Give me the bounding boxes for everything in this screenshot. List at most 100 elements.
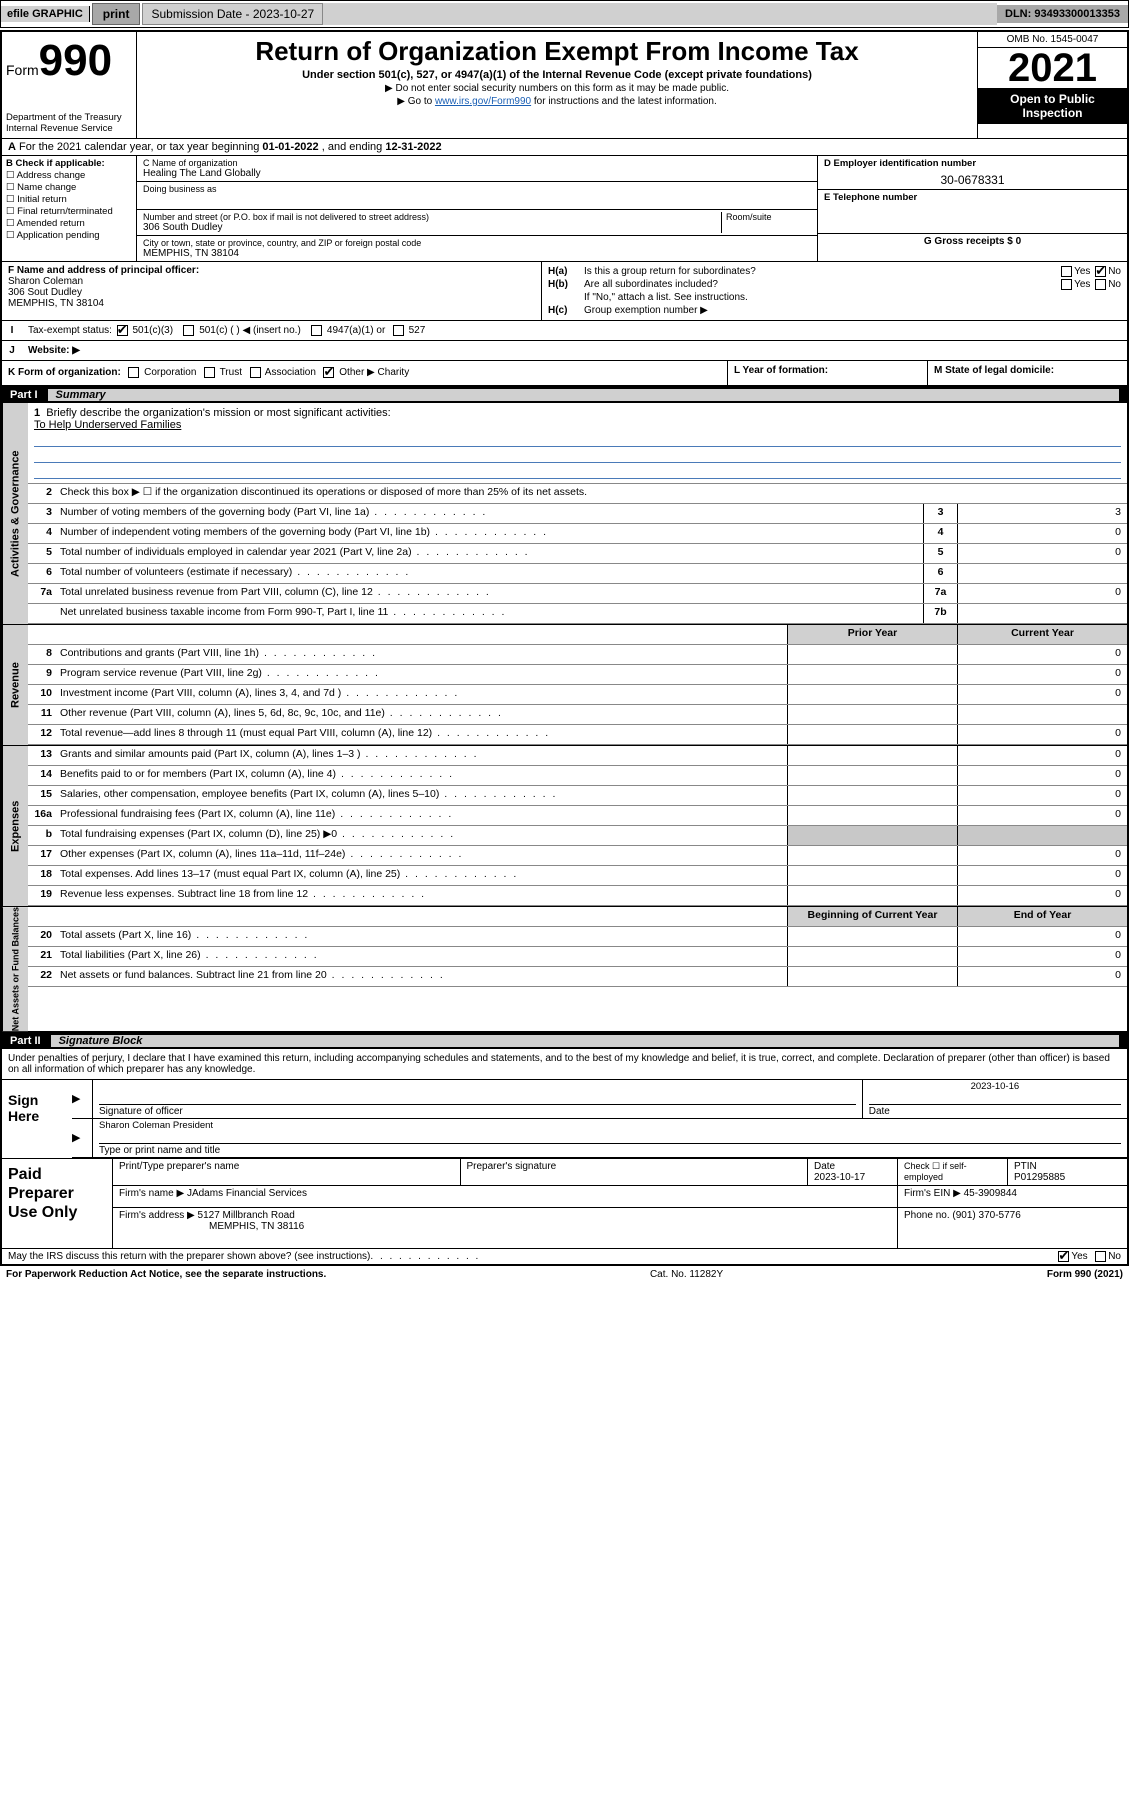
exp-row: 13Grants and similar amounts paid (Part … xyxy=(28,746,1127,766)
rev-row: 9Program service revenue (Part VIII, lin… xyxy=(28,665,1127,685)
b-opt-0: Address change xyxy=(17,170,86,181)
paid-title: Paid Preparer Use Only xyxy=(2,1159,112,1248)
chk-amended[interactable]: ☐ Amended return xyxy=(6,218,132,229)
signature-declaration: Under penalties of perjury, I declare th… xyxy=(2,1049,1127,1080)
exp-row: bTotal fundraising expenses (Part IX, co… xyxy=(28,826,1127,846)
firm-ein-lbl: Firm's EIN ▶ xyxy=(904,1188,961,1199)
hb-yes[interactable] xyxy=(1061,279,1072,290)
j-lbl: Website: ▶ xyxy=(28,345,80,356)
col-prior: Prior Year xyxy=(787,625,957,644)
rev-header: Prior Year Current Year xyxy=(28,625,1127,645)
discuss-dots xyxy=(370,1251,480,1262)
b-opt-5: Application pending xyxy=(17,230,100,241)
goto-post: for instructions and the latest informat… xyxy=(531,96,717,107)
chk-527[interactable] xyxy=(393,325,404,336)
mission-uline3 xyxy=(34,465,1121,479)
ssn-note: ▶ Do not enter social security numbers o… xyxy=(145,83,969,94)
hb-no[interactable] xyxy=(1095,279,1106,290)
chk-assoc[interactable] xyxy=(250,367,261,378)
k-opt3: Other ▶ xyxy=(339,368,374,379)
ha-no[interactable] xyxy=(1095,266,1106,277)
k-opt0: Corporation xyxy=(144,368,196,379)
m-lbl: M State of legal domicile: xyxy=(934,365,1054,376)
discuss-yes[interactable] xyxy=(1058,1251,1069,1262)
chk-trust[interactable] xyxy=(204,367,215,378)
print-button[interactable]: print xyxy=(92,3,141,25)
chk-app-pending[interactable]: ☐ Application pending xyxy=(6,230,132,241)
ptin-val: P01295885 xyxy=(1014,1172,1065,1183)
discuss-no[interactable] xyxy=(1095,1251,1106,1262)
i-lbl: Tax-exempt status: xyxy=(28,325,112,336)
hb-text: Are all subordinates included? xyxy=(584,279,718,290)
form-990-number: 990 xyxy=(39,36,112,85)
discuss-yesno: Yes No xyxy=(1056,1251,1121,1262)
chk-initial-return[interactable]: ☐ Initial return xyxy=(6,194,132,205)
chk-address-change[interactable]: ☐ Address change xyxy=(6,170,132,181)
c-street-lbl: Number and street (or P.O. box if mail i… xyxy=(143,212,721,222)
row-klm: K Form of organization: Corporation Trus… xyxy=(2,361,1127,386)
top-toolbar: efile GRAPHIC print Submission Date - 20… xyxy=(0,0,1129,28)
gov-row: 7aTotal unrelated business revenue from … xyxy=(28,584,1127,604)
section-b: B Check if applicable: ☐ Address change … xyxy=(2,156,137,261)
efile-label: efile GRAPHIC xyxy=(1,6,90,22)
chk-other[interactable] xyxy=(323,367,334,378)
form-number: Form990 xyxy=(6,36,132,86)
cat-no: Cat. No. 11282Y xyxy=(326,1269,1047,1280)
prep-date-lbl: Date xyxy=(814,1161,835,1172)
section-f: F Name and address of principal officer:… xyxy=(2,262,542,320)
block-governance: Activities & Governance 1 Briefly descri… xyxy=(2,403,1127,625)
gov-row: 3Number of voting members of the governi… xyxy=(28,504,1127,524)
c-city-lbl: City or town, state or province, country… xyxy=(143,238,811,248)
section-c: C Name of organization Healing The Land … xyxy=(137,156,817,261)
ha-yes[interactable] xyxy=(1061,266,1072,277)
part-ii-num: Part II xyxy=(10,1035,51,1047)
net-row: 22Net assets or fund balances. Subtract … xyxy=(28,967,1127,987)
chk-final-return[interactable]: ☐ Final return/terminated xyxy=(6,206,132,217)
org-name: Healing The Land Globally xyxy=(143,168,811,179)
bcde-block: B Check if applicable: ☐ Address change … xyxy=(2,156,1127,262)
i-opt3: 527 xyxy=(409,325,426,336)
e-lbl: E Telephone number xyxy=(824,192,1121,203)
exp-row: 16aProfessional fundraising fees (Part I… xyxy=(28,806,1127,826)
chk-corp[interactable] xyxy=(128,367,139,378)
exp-row: 17Other expenses (Part IX, column (A), l… xyxy=(28,846,1127,866)
irs-link[interactable]: www.irs.gov/Form990 xyxy=(435,96,531,107)
form-title: Return of Organization Exempt From Incom… xyxy=(145,36,969,67)
part-i-title: Summary xyxy=(48,389,1119,401)
line-1: 1 Briefly describe the organization's mi… xyxy=(28,403,1127,484)
i-opt1: 501(c) ( ) ◀ (insert no.) xyxy=(199,325,301,336)
form-prefix: Form xyxy=(6,62,39,78)
chk-4947[interactable] xyxy=(311,325,322,336)
exp-row: 14Benefits paid to or for members (Part … xyxy=(28,766,1127,786)
ein-value: 30-0678331 xyxy=(824,173,1121,187)
tax-year: 2021 xyxy=(978,48,1127,88)
c-room-lbl: Room/suite xyxy=(726,212,811,222)
d-lbl: D Employer identification number xyxy=(824,158,1121,169)
net-header: Beginning of Current Year End of Year xyxy=(28,907,1127,927)
h-nonote: If "No," attach a list. See instructions… xyxy=(584,292,748,303)
line1-lbl: Briefly describe the organization's miss… xyxy=(46,407,390,419)
submission-date: Submission Date - 2023-10-27 xyxy=(142,3,323,25)
l-lbl: L Year of formation: xyxy=(734,365,828,376)
part-ii-header: Part II Signature Block xyxy=(2,1033,1127,1049)
officer-name-title: Sharon Coleman President xyxy=(99,1120,1121,1131)
sig-date-val: 2023-10-16 xyxy=(869,1081,1121,1092)
g-gross: G Gross receipts $ 0 xyxy=(924,236,1021,247)
a-mid: , and ending xyxy=(319,141,386,153)
line-a-taxyear: A For the 2021 calendar year, or tax yea… xyxy=(2,139,1127,156)
section-k: K Form of organization: Corporation Trus… xyxy=(2,361,727,384)
a-pre: For the 2021 calendar year, or tax year … xyxy=(19,141,262,153)
part-i-header: Part I Summary xyxy=(2,387,1127,403)
tab-revenue: Revenue xyxy=(2,625,28,745)
toolbar-spacer xyxy=(323,3,997,25)
ha-text: Is this a group return for subordinates? xyxy=(584,266,756,277)
chk-501c3[interactable] xyxy=(117,325,128,336)
part-ii-title: Signature Block xyxy=(51,1035,1119,1047)
discuss-row: May the IRS discuss this return with the… xyxy=(2,1248,1127,1264)
officer-street: 306 Sout Dudley xyxy=(8,287,82,298)
prep-name-lbl: Print/Type preparer's name xyxy=(119,1161,239,1172)
chk-501c[interactable] xyxy=(183,325,194,336)
chk-name-change[interactable]: ☐ Name change xyxy=(6,182,132,193)
form-subtitle: Under section 501(c), 527, or 4947(a)(1)… xyxy=(145,69,969,81)
row-i: I Tax-exempt status: 501(c)(3) 501(c) ( … xyxy=(2,321,1127,341)
